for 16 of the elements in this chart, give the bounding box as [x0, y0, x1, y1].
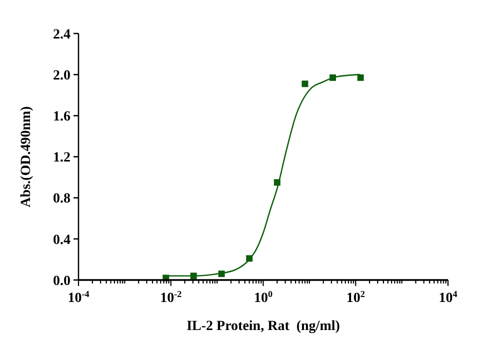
- y-axis-title: Abs.(OD.490nm): [19, 106, 34, 208]
- x-tick-label: 10$^{-4}$: [68, 289, 90, 306]
- y-tick-label: 0.8: [53, 192, 70, 207]
- y-tick-label: 2.4: [53, 27, 70, 42]
- x-tick-label: 10$^{2}$: [346, 289, 366, 306]
- point: [357, 74, 364, 81]
- x-axis-title: IL-2 Protein, Rat (ng/ml): [186, 319, 340, 334]
- point: [302, 80, 308, 88]
- x-tick-label: 10$^{4}$: [438, 289, 458, 306]
- y-tick-label: 2.0: [53, 68, 70, 84]
- y-tick-label: 1.2: [53, 150, 70, 166]
- y-tick-label: 0.4: [53, 232, 70, 248]
- x-tick-label: 10$^{0}$: [254, 289, 273, 306]
- y-tick-label: 0.0: [53, 274, 70, 289]
- x-tick-label: 10$^{-2}$: [160, 289, 182, 306]
- y-tick-label: 1.6: [53, 110, 70, 125]
